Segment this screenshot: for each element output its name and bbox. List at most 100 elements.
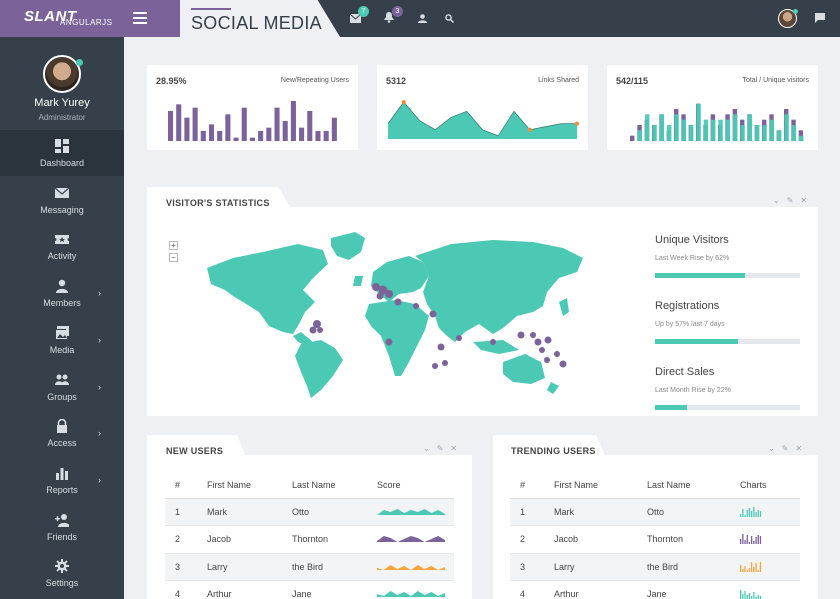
sidebar-item-activity[interactable]: Activity [0, 223, 124, 269]
photos-icon [55, 325, 69, 339]
world-map[interactable] [203, 232, 588, 400]
sidebar-item-friends[interactable]: Friends [0, 504, 124, 550]
edit-icon[interactable]: ✎ [781, 444, 789, 453]
messages-button[interactable]: 7 [347, 6, 369, 27]
visitors-bar-chart [630, 103, 804, 141]
table-row[interactable]: 3 Larry the Bird [510, 553, 800, 581]
bar [747, 114, 753, 141]
column-header[interactable]: Last Name [637, 473, 730, 499]
chevron-right-icon: › [98, 288, 101, 299]
sidebar-item-reports[interactable]: Reports › [0, 457, 124, 503]
lock-icon [57, 419, 67, 434]
metric-subtitle: Last Month Rise by 22% [655, 387, 731, 394]
close-icon[interactable]: ✕ [450, 444, 458, 453]
area-line [387, 101, 577, 137]
brand-area: SLANT ANGULARJS [0, 0, 180, 37]
collapse-icon[interactable]: ⌄ [768, 444, 775, 453]
header-avatar[interactable] [778, 9, 798, 28]
sidebar-item-label: Access [47, 438, 77, 449]
sidebar-item-members[interactable]: Members › [0, 270, 124, 316]
bar [290, 101, 296, 141]
table-row[interactable]: 1 Mark Otto [165, 498, 454, 526]
brand-subtitle: ANGULARJS [60, 18, 113, 27]
table-row[interactable]: 3 Larry the Bird [165, 553, 454, 581]
zoom-out-button[interactable]: − [169, 253, 178, 262]
row-number: 1 [510, 498, 544, 526]
sidebar-item-groups[interactable]: Groups › [0, 364, 124, 410]
column-header[interactable]: Charts [730, 473, 800, 499]
close-icon[interactable]: ✕ [800, 196, 808, 205]
bar [282, 121, 288, 141]
sidebar-item-media[interactable]: Media › [0, 317, 124, 363]
collapse-icon[interactable]: ⌄ [423, 444, 430, 453]
bar [733, 114, 738, 141]
profile-button[interactable] [414, 11, 430, 27]
brand-logo[interactable]: SLANT [24, 8, 77, 25]
sidebar-item-settings[interactable]: Settings [0, 550, 124, 596]
sidebar: Mark Yurey Administrator Dashboard Messag… [0, 37, 124, 599]
bar [323, 131, 329, 141]
edit-icon[interactable]: ✎ [436, 444, 444, 453]
first-name: Mark [197, 498, 282, 526]
last-name: Thornton [637, 525, 730, 554]
table-row[interactable]: 4 Arthur Jane [165, 580, 454, 599]
edit-icon[interactable]: ✎ [786, 196, 794, 205]
metric-progress-fill [655, 273, 745, 278]
bar [718, 119, 723, 141]
sidebar-item-label: Messaging [40, 204, 84, 215]
panel-header [147, 187, 818, 207]
user-name: Mark Yurey [34, 97, 90, 109]
stat-card-links: 5312 Links Shared [377, 65, 588, 150]
sidebar-item-dashboard[interactable]: Dashboard [0, 130, 124, 176]
column-header[interactable]: # [165, 473, 197, 499]
bar [652, 125, 657, 141]
column-header[interactable]: Score [367, 473, 454, 499]
sidebar-item-label: Friends [46, 531, 77, 542]
table-row[interactable]: 4 Arthur Jane [510, 580, 800, 599]
zoom-in-button[interactable]: + [169, 241, 178, 250]
chat-button[interactable] [812, 11, 828, 27]
menu-toggle-button[interactable] [133, 12, 147, 24]
table-row[interactable]: 2 Jacob Thornton [165, 525, 454, 554]
row-number: 3 [510, 553, 544, 581]
column-header[interactable]: Last Name [282, 473, 367, 499]
page-title-tab: SOCIAL MEDIA [180, 0, 340, 37]
dashboard-icon [55, 139, 69, 153]
avatar[interactable] [43, 55, 81, 93]
panel-title: VISITOR'S STATISTICS [166, 198, 270, 208]
table-header-row: # First Name Last Name Charts [510, 473, 800, 499]
visitors-panel: VISITOR'S STATISTICS ⌄ ✎ ✕ + − [147, 187, 818, 416]
last-name: Thornton [282, 525, 367, 554]
panel-header [493, 435, 818, 455]
score-sparkline [367, 498, 454, 526]
search-button[interactable] [441, 11, 457, 27]
close-icon[interactable]: ✕ [795, 444, 803, 453]
notifications-button[interactable]: 3 [381, 6, 403, 27]
user-role: Administrator [38, 113, 86, 122]
table-row[interactable]: 2 Jacob Thornton [510, 525, 800, 554]
collapse-icon[interactable]: ⌄ [773, 196, 780, 205]
table-row[interactable]: 1 Mark Otto [510, 498, 800, 526]
sidebar-item-messaging[interactable]: Messaging [0, 177, 124, 223]
last-name: the Bird [282, 553, 367, 581]
sidebar-item-access[interactable]: Access › [0, 410, 124, 456]
panel-title: TRENDING USERS [511, 446, 596, 456]
first-name: Arthur [544, 580, 637, 599]
mail-icon [349, 13, 361, 23]
bar [703, 119, 709, 141]
bar [225, 114, 231, 141]
person-icon [417, 14, 427, 23]
column-header[interactable]: # [510, 473, 544, 499]
bar [315, 131, 321, 141]
bar [176, 104, 182, 141]
row-number: 3 [165, 553, 197, 581]
bar [637, 130, 643, 141]
chevron-right-icon: › [98, 334, 101, 345]
add-person-icon [55, 513, 69, 527]
bar [762, 125, 767, 141]
score-sparkline [367, 580, 454, 599]
column-header[interactable]: First Name [197, 473, 282, 499]
column-header[interactable]: First Name [544, 473, 637, 499]
metric-progress-bar [655, 273, 800, 278]
last-name: Otto [637, 498, 730, 526]
